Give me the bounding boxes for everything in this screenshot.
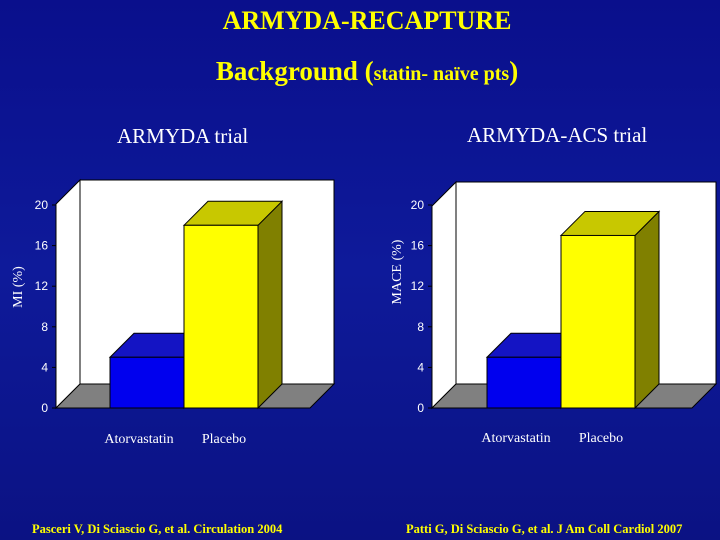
plot-side-wall-armyda-acs <box>431 180 457 410</box>
p-value-annotation-armyda-acs: P=0.01 <box>499 245 539 260</box>
citation-armyda: Pasceri V, Di Sciascio G, et al. Circula… <box>32 522 283 536</box>
y-axis-label-armyda: MI (%) <box>11 266 26 308</box>
y-tick-label-armyda-acs: 0 <box>417 401 424 415</box>
bar-armyda-acs-atorvastatin <box>486 356 562 409</box>
y-tick-label-armyda-acs: 12 <box>411 279 425 293</box>
data-label-armyda-acs-0: 5 <box>537 315 545 331</box>
p-value-annotation-armyda: P=0.025 <box>116 245 163 260</box>
y-tick-label-armyda: 8 <box>41 320 48 334</box>
subtitle-main: Background ( <box>215 56 374 86</box>
bar-side-armyda-acs-1 <box>634 210 660 410</box>
category-label-armyda-0: Atorvastatin <box>104 432 173 447</box>
category-label-armyda-acs-1: Placebo <box>579 431 623 446</box>
y-tick-label-armyda: 0 <box>41 401 48 415</box>
y-tick-label-armyda-acs: 4 <box>417 360 424 374</box>
chart-title-armyda-acs: ARMYDA-ACS trial <box>467 123 648 147</box>
plot-side-wall-armyda <box>55 178 81 410</box>
slide-title: ARMYDA-RECAPTURE <box>222 6 512 35</box>
subtitle-close: ) <box>509 56 519 86</box>
bar-armyda-placebo <box>183 224 259 409</box>
y-axis-label-armyda-acs: MACE (%) <box>390 239 405 304</box>
slide-subtitle: Background (statin- naïve pts) <box>0 56 720 87</box>
y-tick-label-armyda-acs: 8 <box>417 320 424 334</box>
y-tick-label-armyda-acs: 20 <box>411 198 425 212</box>
subtitle-small: statin- naïve pts <box>373 63 510 85</box>
data-label-armyda-0: 5 <box>160 315 168 331</box>
y-tick-label-armyda: 12 <box>35 279 49 293</box>
citation-armyda-acs: Patti G, Di Sciascio G, et al. J Am Coll… <box>406 522 683 536</box>
chart-title-armyda: ARMYDA trial <box>117 124 249 148</box>
y-tick-label-armyda: 20 <box>35 198 49 212</box>
category-label-armyda-acs-0: Atorvastatin <box>481 431 550 446</box>
y-tick-label-armyda: 4 <box>41 360 48 374</box>
bar-armyda-acs-placebo <box>560 234 636 409</box>
data-label-armyda-1: 18 <box>230 183 245 199</box>
category-label-armyda-1: Placebo <box>202 432 246 447</box>
bar-armyda-atorvastatin <box>109 356 185 409</box>
data-label-armyda-acs-1: 17 <box>607 193 623 209</box>
y-tick-label-armyda: 16 <box>35 239 49 253</box>
y-tick-label-armyda-acs: 16 <box>411 239 425 253</box>
bar-side-armyda-1 <box>257 200 283 410</box>
